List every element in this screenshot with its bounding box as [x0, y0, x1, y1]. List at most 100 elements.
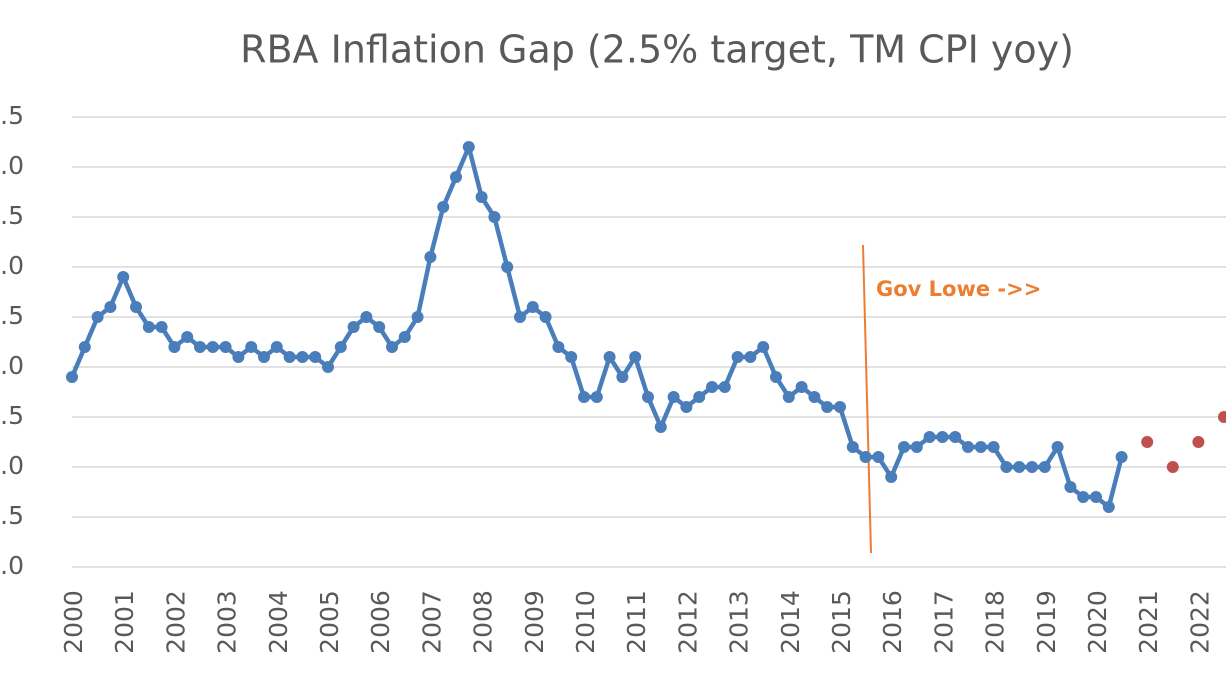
data-point — [104, 301, 117, 313]
data-point — [718, 381, 731, 393]
x-tick-label: 2015 — [827, 590, 856, 654]
data-point — [539, 311, 552, 323]
x-tick-label: 2019 — [1032, 590, 1061, 654]
data-point — [1192, 436, 1205, 448]
data-point — [117, 271, 130, 283]
y-tick-label: 1.0 — [0, 251, 24, 280]
y-tick-label: -1.0 — [0, 451, 24, 480]
data-point — [501, 261, 514, 273]
x-tick-label: 2020 — [1083, 590, 1112, 654]
data-point — [885, 471, 898, 483]
data-point — [514, 311, 526, 323]
data-point — [296, 351, 309, 363]
data-point — [706, 381, 718, 393]
data-point — [1077, 491, 1090, 503]
data-point — [1000, 461, 1013, 473]
data-point — [770, 371, 782, 383]
data-point — [654, 421, 667, 433]
data-point — [398, 331, 411, 343]
data-point — [373, 321, 386, 333]
data-point — [859, 451, 872, 463]
x-tick-label: 2002 — [161, 590, 190, 654]
data-point — [629, 351, 642, 363]
data-point — [642, 391, 654, 403]
data-point — [1218, 411, 1226, 423]
data-point — [1115, 451, 1128, 463]
data-point — [283, 351, 296, 363]
data-point — [782, 391, 795, 403]
x-tick-label: 2003 — [213, 590, 242, 654]
data-point — [245, 341, 258, 353]
data-point — [1038, 461, 1051, 473]
data-point — [552, 341, 565, 353]
x-tick-label: 2014 — [776, 590, 805, 654]
data-point — [91, 311, 104, 323]
data-point — [795, 381, 808, 393]
data-point — [219, 341, 232, 353]
x-tick-label: 2008 — [469, 590, 498, 654]
x-tick-label: 2001 — [110, 590, 139, 654]
x-tick-label: 2018 — [981, 590, 1010, 654]
data-point — [808, 391, 821, 403]
data-point — [1064, 481, 1077, 493]
data-point — [565, 351, 578, 363]
y-tick-label: 2.5 — [0, 101, 24, 130]
data-point — [1026, 461, 1038, 473]
data-point — [846, 441, 859, 453]
data-point — [616, 371, 629, 383]
data-point — [1141, 436, 1154, 448]
data-point — [731, 351, 744, 363]
data-point — [744, 351, 757, 363]
data-point — [693, 391, 706, 403]
x-tick-label: 2009 — [520, 590, 549, 654]
x-tick-label: 2012 — [673, 590, 702, 654]
annotation-line — [862, 244, 872, 554]
data-point — [987, 441, 1000, 453]
data-point — [898, 441, 910, 453]
x-tick-label: 2006 — [366, 590, 395, 654]
data-point — [450, 171, 462, 183]
data-point — [872, 451, 885, 463]
x-tick-label: 2021 — [1134, 590, 1163, 654]
data-point — [603, 351, 616, 363]
data-point — [962, 441, 974, 453]
data-point — [910, 441, 923, 453]
data-point — [437, 201, 450, 213]
data-point — [936, 431, 949, 443]
data-point — [334, 341, 347, 353]
x-tick-label: 2005 — [315, 590, 344, 654]
annotation: Gov Lowe ->> — [876, 277, 1041, 301]
y-tick-label: 0.5 — [0, 301, 24, 330]
data-point — [270, 341, 283, 353]
data-point — [194, 341, 206, 353]
series-line — [69, 144, 1124, 510]
x-tick-label: 2010 — [571, 590, 600, 654]
data-point — [1166, 461, 1179, 473]
x-tick-label: 2016 — [878, 590, 907, 654]
data-point — [258, 351, 270, 363]
data-point — [590, 391, 603, 403]
data-point — [232, 351, 245, 363]
data-point — [322, 361, 334, 373]
x-tick-label: 2017 — [929, 590, 958, 654]
data-point — [1051, 441, 1064, 453]
data-point — [424, 251, 437, 263]
data-point — [206, 341, 219, 353]
x-tick-label: 2004 — [264, 590, 293, 654]
data-point — [578, 391, 590, 403]
x-tick-label: 2007 — [417, 590, 446, 654]
y-tick-label: 1.5 — [0, 201, 24, 230]
data-point — [462, 141, 475, 153]
data-point — [475, 191, 488, 203]
data-point — [309, 351, 322, 363]
data-point — [974, 441, 987, 453]
data-point — [923, 431, 936, 443]
data-point — [386, 341, 398, 353]
data-point — [488, 211, 501, 223]
data-point — [834, 401, 846, 413]
data-point — [1102, 501, 1115, 513]
data-point — [526, 301, 539, 313]
chart-title: RBA Inflation Gap (2.5% target, TM CPI y… — [240, 28, 1074, 72]
